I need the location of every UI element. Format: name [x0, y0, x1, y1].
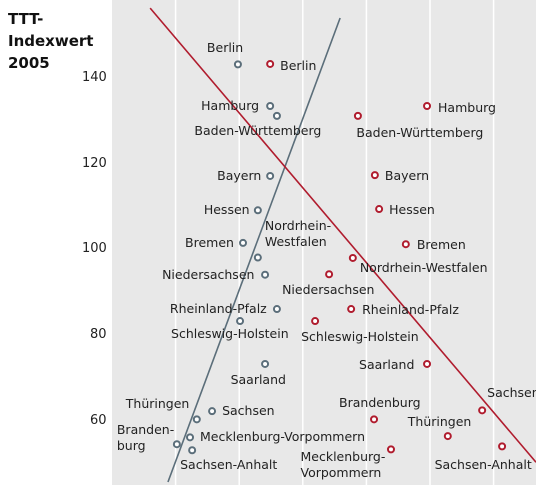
- point: [261, 270, 270, 279]
- point: [236, 317, 245, 326]
- y-axis-label: TTT- Indexwert 2005: [8, 10, 94, 72]
- y-tick-label: 60: [90, 413, 107, 429]
- point: [266, 102, 275, 111]
- point-label: Hessen: [389, 202, 435, 218]
- point: [172, 440, 181, 449]
- point-label: Branden- burg: [116, 422, 175, 454]
- point-label: Baden-Württemberg: [356, 124, 484, 140]
- point-label: Sachsen-Anhalt: [180, 457, 278, 473]
- point: [401, 240, 410, 249]
- trend-line: [167, 17, 341, 483]
- y-tick-label: 80: [90, 327, 107, 343]
- point: [266, 59, 275, 68]
- point: [188, 446, 197, 455]
- trend-line: [149, 7, 536, 463]
- point-label: Mecklenburg- Vorpommern: [300, 449, 386, 481]
- point: [478, 406, 487, 415]
- point-label: Nordrhein- Westfalen: [264, 217, 332, 249]
- point-label: Berlin: [206, 40, 244, 56]
- point: [266, 171, 275, 180]
- point: [443, 432, 452, 441]
- point-label: Sachsen: [487, 385, 536, 401]
- point-label: Bayern: [217, 167, 262, 183]
- y-tick-label: 100: [82, 241, 107, 257]
- point-label: Sachsen-Anhalt: [434, 457, 532, 473]
- point: [347, 305, 356, 314]
- point-label: Hamburg: [438, 100, 496, 115]
- point-label: Mecklenburg-Vorpommern: [200, 429, 366, 445]
- point-label: Brandenburg: [339, 395, 421, 411]
- point-label: Niedersachsen: [162, 266, 255, 282]
- point-label: Saarland: [359, 356, 415, 372]
- point: [192, 415, 201, 424]
- point: [253, 206, 262, 215]
- point-label: Hessen: [203, 202, 250, 218]
- point-label: Rheinland-Pfalz: [362, 302, 459, 318]
- point-label: Berlin: [280, 57, 317, 73]
- point-label: Schleswig-Holstein: [171, 326, 289, 342]
- y-tick-label: 120: [82, 155, 107, 171]
- point-label: Bayern: [384, 168, 430, 184]
- point: [370, 171, 379, 180]
- point: [311, 317, 320, 326]
- point: [186, 433, 195, 442]
- point-label: Sachsen: [222, 403, 275, 419]
- point: [208, 407, 217, 416]
- point-label: Schleswig-Holstein: [301, 329, 419, 345]
- point: [253, 253, 262, 262]
- point: [325, 270, 334, 279]
- point: [239, 238, 248, 247]
- point-label: Niedersachsen: [282, 282, 375, 298]
- point: [272, 305, 281, 314]
- plot-background: [112, 0, 536, 485]
- point: [261, 359, 270, 368]
- point: [272, 111, 281, 120]
- point-label: Nordrhein-Westfalen: [359, 259, 488, 275]
- point-label: Bremen: [416, 237, 466, 253]
- point: [423, 102, 432, 111]
- point: [233, 60, 242, 69]
- point-label: Thüringen: [125, 396, 190, 412]
- point-label: Saarland: [230, 371, 286, 387]
- point: [423, 359, 432, 368]
- point: [370, 415, 379, 424]
- point-label: Rheinland-Pfalz: [169, 301, 267, 317]
- point: [353, 111, 362, 120]
- point-label: Thüringen: [407, 414, 472, 430]
- point-label: Baden-Württemberg: [194, 122, 322, 138]
- point: [498, 442, 507, 451]
- y-tick-label: 140: [82, 69, 107, 85]
- point-label: Bremen: [185, 234, 234, 250]
- point-label: Hamburg: [201, 98, 260, 113]
- point: [386, 445, 395, 454]
- point: [375, 205, 384, 214]
- point: [348, 253, 357, 262]
